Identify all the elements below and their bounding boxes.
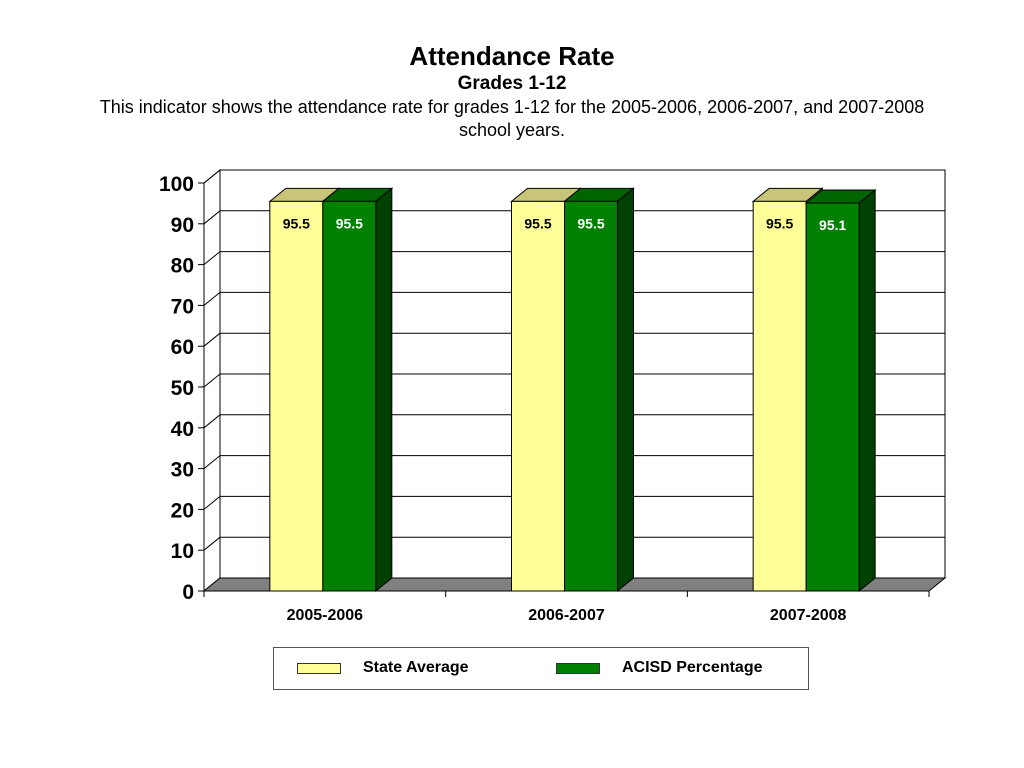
legend-label-acisd: ACISD Percentage xyxy=(622,659,763,676)
legend-swatch-state xyxy=(297,662,341,674)
y-tick-label: 90 xyxy=(171,214,194,237)
legend-swatch-acisd xyxy=(556,662,600,674)
y-tick-label: 10 xyxy=(171,540,194,563)
legend-item-state: State Average xyxy=(297,658,469,678)
bar xyxy=(322,200,377,592)
y-tick-label: 100 xyxy=(159,173,194,196)
x-tick-label: 2006-2007 xyxy=(528,607,605,624)
y-tick-label: 30 xyxy=(171,459,194,482)
gridline-side xyxy=(203,251,221,265)
chart-legend: State Average ACISD Percentage xyxy=(273,647,809,690)
gridline-side xyxy=(203,332,221,347)
bar xyxy=(752,200,807,592)
bar-side xyxy=(617,187,634,593)
chart-title: Attendance Rate xyxy=(409,41,615,71)
gridline-side xyxy=(203,455,221,469)
chart-description: This indicator shows the attendance rate… xyxy=(99,97,925,140)
x-tick-label: 2005-2006 xyxy=(287,607,364,624)
bar xyxy=(269,200,324,592)
data-label: 95.5 xyxy=(577,215,604,231)
bar-side xyxy=(858,188,876,593)
y-tick-label: 60 xyxy=(171,336,194,359)
gridline-side xyxy=(203,414,221,429)
chart-header: Attendance Rate Grades 1-12 This indicat… xyxy=(0,40,1024,142)
bar xyxy=(564,200,618,592)
data-label: 95.5 xyxy=(524,215,551,231)
y-tick-label: 50 xyxy=(171,377,194,400)
gridline-side xyxy=(203,169,221,184)
gridline-side xyxy=(203,536,221,551)
bar xyxy=(511,200,565,592)
data-label: 95.5 xyxy=(283,215,310,231)
data-label: 95.5 xyxy=(766,215,793,231)
y-tick-label: 70 xyxy=(171,295,194,318)
gridline-side xyxy=(203,292,221,306)
legend-label-state: State Average xyxy=(363,659,469,676)
bar xyxy=(805,202,860,592)
gridline-side xyxy=(203,496,221,510)
y-tick-label: 0 xyxy=(182,581,194,604)
data-label: 95.5 xyxy=(336,215,363,231)
bar-side xyxy=(375,187,393,593)
y-tick-label: 80 xyxy=(171,255,194,278)
x-tick-label: 2007-2008 xyxy=(770,607,847,624)
legend-item-acisd: ACISD Percentage xyxy=(556,658,763,678)
gridline-side xyxy=(203,210,221,225)
y-tick-label: 40 xyxy=(171,418,194,441)
chart-subtitle: Grades 1-12 xyxy=(457,73,567,94)
data-label: 95.1 xyxy=(819,217,846,233)
y-tick-label: 20 xyxy=(171,499,194,522)
gridline-side xyxy=(203,373,221,388)
